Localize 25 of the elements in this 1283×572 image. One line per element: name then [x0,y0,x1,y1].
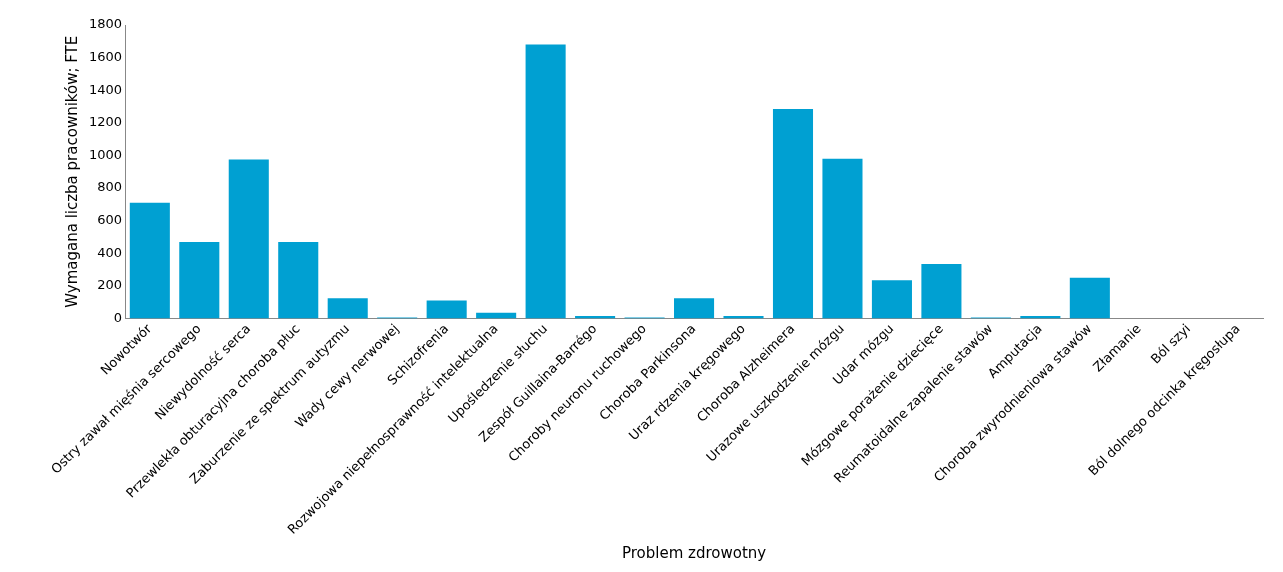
bar [327,298,368,319]
bar [871,280,912,319]
bar [822,158,863,319]
bar [772,108,814,319]
y-tick-label: 1800 [88,16,123,32]
y-tick-label: 200 [97,277,123,293]
bar [1069,277,1110,319]
y-tick-label: 400 [97,244,123,260]
bar [179,241,220,319]
y-tick-label: 1400 [88,81,123,97]
bar [228,159,269,319]
y-tick-label: 1600 [88,48,123,64]
y-tick-label: 600 [97,212,123,228]
bar [278,241,319,319]
bar [921,263,962,319]
y-tick-label: 1000 [88,146,123,162]
bar [525,44,566,319]
x-axis-title: Problem zdrowotny [621,543,767,562]
y-tick-label: 800 [97,179,123,195]
bar [129,202,170,319]
bar [426,300,467,319]
y-tick-label: 1200 [88,114,123,130]
y-axis-title: Wymagana liczba pracowników; FTE [62,35,81,308]
bar [674,298,715,319]
y-tick-label: 0 [113,309,123,325]
